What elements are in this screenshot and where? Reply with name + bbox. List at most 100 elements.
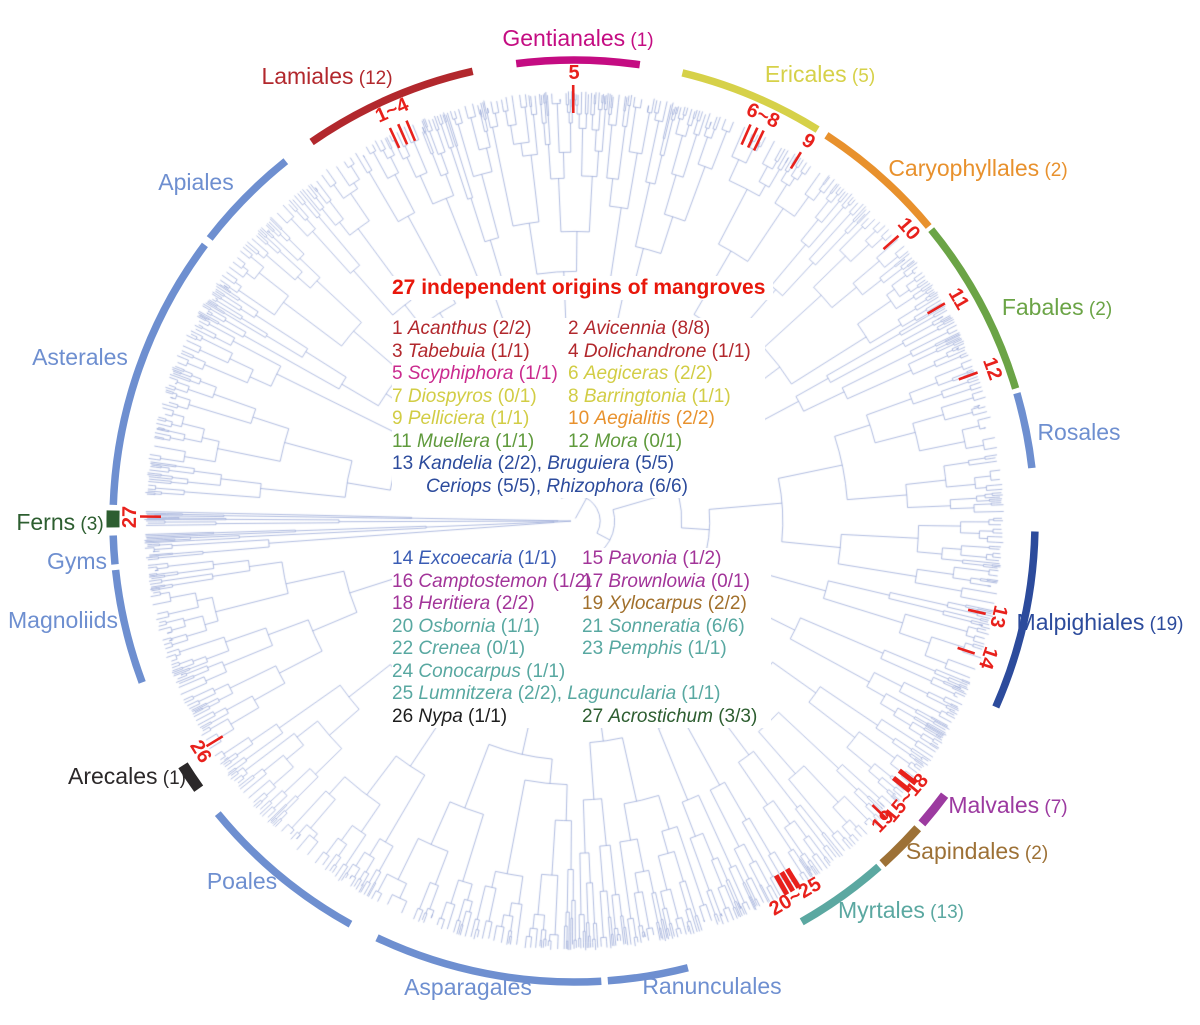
legend-item: 25 Lumnitzera (2/2), Laguncularia (1/1) xyxy=(392,683,721,704)
legend-item: 9 Pelliciera (1/1) xyxy=(392,408,530,429)
legend-row: 26 Nypa (1/1) 27 Acrostichum (3/3) xyxy=(392,706,757,729)
order-arc-sapindales xyxy=(879,825,922,867)
origin-tick-11 xyxy=(926,302,946,315)
legend-item: 22 Crenea (0/1) xyxy=(392,638,526,659)
order-label-ericales: Ericales (5) xyxy=(765,61,875,87)
origin-tick-1~4 xyxy=(388,127,401,149)
legend-row: 14 Excoecaria (1/1) 15 Pavonia (1/2) xyxy=(392,548,757,571)
order-arc-ranunculales xyxy=(607,964,689,985)
legend-row: 20 Osbornia (1/1) 21 Sonneratia (6/6) xyxy=(392,616,757,639)
legend-title: 27 independent origins of mangroves xyxy=(392,276,774,300)
origin-tick-1~4 xyxy=(397,123,409,145)
legend-row: 11 Muellera (1/1) 12 Mora (0/1) xyxy=(392,431,751,454)
origin-tick-label-14: 14 xyxy=(974,644,1002,673)
legend-item: 4 Dolichandrone (1/1) xyxy=(568,340,751,362)
order-arc-gentianales xyxy=(515,56,641,69)
order-arc-myrtales xyxy=(799,863,882,926)
order-arc-poales xyxy=(214,811,353,928)
origin-tick-20~25 xyxy=(773,874,790,896)
order-arc-lamiales xyxy=(309,67,474,146)
legend-block-2: 14 Excoecaria (1/1) 15 Pavonia (1/2) 16 Ca… xyxy=(392,548,772,729)
order-arc-gyms xyxy=(109,535,119,565)
legend-item: 13 Kandelia (2/2), Bruguiera (5/5) xyxy=(392,453,675,474)
order-label-gyms: Gyms xyxy=(47,548,107,574)
origin-tick-26 xyxy=(205,735,224,748)
legend-row: 24 Conocarpus (1/1) xyxy=(392,661,757,684)
order-arc-caryophyllales xyxy=(824,132,932,229)
legend-row: 5 Scyphiphora (1/1) 6 Aegiceras (2/2) xyxy=(392,363,751,386)
origin-tick-label-9: 9 xyxy=(798,129,819,154)
legend-item: 8 Barringtonia (1/1) xyxy=(568,385,731,407)
origin-tick-20~25 xyxy=(779,870,796,893)
legend-row: 9 Pelliciera (1/1) 10 Aegialitis (2/2) xyxy=(392,408,751,431)
legend-item: 19 Xylocarpus (2/2) xyxy=(582,593,747,614)
order-label-malpighiales: Malpighiales (19) xyxy=(1017,609,1184,635)
order-label-gentianales: Gentianales (1) xyxy=(502,25,653,51)
origin-tick-1~4 xyxy=(405,120,417,142)
order-label-myrtales: Myrtales (13) xyxy=(838,897,964,923)
legend-item: 23 Pemphis (1/1) xyxy=(582,638,727,659)
order-label-malvales: Malvales (7) xyxy=(948,792,1067,818)
order-arc-arecales xyxy=(178,762,204,792)
legend-item: 20 Osbornia (1/1) xyxy=(392,615,540,637)
order-label-asterales: Asterales xyxy=(32,344,128,370)
legend-item: 5 Scyphiphora (1/1) xyxy=(392,363,558,384)
order-label-ferns: Ferns (3) xyxy=(16,509,103,535)
order-label-magnoliids: Magnoliids xyxy=(8,607,118,633)
legend-item: 14 Excoecaria (1/1) xyxy=(392,548,557,569)
legend-row: 18 Heritiera (2/2) 19 Xylocarpus (2/2) xyxy=(392,593,757,616)
origin-tick-label-26: 26 xyxy=(185,736,215,766)
order-arc-asterales xyxy=(109,242,208,506)
order-arc-ericales xyxy=(681,69,820,133)
legend-row: Ceriops (5/5), Rhizophora (6/6) xyxy=(392,476,751,499)
origin-tick-label-27: 27 xyxy=(119,506,141,528)
legend-row: 7 Diospyros (0/1) 8 Barringtonia (1/1) xyxy=(392,386,751,409)
legend-item: 7 Diospyros (0/1) xyxy=(392,385,537,407)
order-arc-magnoliids xyxy=(111,569,146,684)
legend-item: Ceriops (5/5), Rhizophora (6/6) xyxy=(426,475,688,497)
origin-tick-12 xyxy=(958,371,979,381)
origin-tick-15~18 xyxy=(897,768,918,786)
legend-item: 2 Avicennia (8/8) xyxy=(568,318,711,339)
legend-row: 3 Tabebuia (1/1) 4 Dolichandrone (1/1) xyxy=(392,341,751,364)
legend-row: 13 Kandelia (2/2), Bruguiera (5/5) xyxy=(392,453,751,476)
legend-row: 1 Acanthus (2/2) 2 Avicennia (8/8) xyxy=(392,318,751,341)
order-label-ranunculales: Ranunculales xyxy=(642,973,781,999)
legend-item: 27 Acrostichum (3/3) xyxy=(582,705,758,727)
origin-tick-label-13: 13 xyxy=(985,603,1011,630)
order-arc-malpighiales xyxy=(992,531,1039,709)
legend-row: 16 Camptostemon (1/2)17 Brownlowia (0/1) xyxy=(392,571,757,594)
order-arc-fabales xyxy=(928,227,1020,390)
order-arc-rosales xyxy=(1013,392,1036,469)
legend-item: 21 Sonneratia (6/6) xyxy=(582,615,745,637)
origin-tick-6~8 xyxy=(746,127,759,149)
legend-item: 16 Camptostemon (1/2) xyxy=(392,570,592,592)
origin-tick-19 xyxy=(871,804,888,820)
origin-tick-20~25 xyxy=(785,867,801,889)
origin-tick-14 xyxy=(957,646,976,655)
order-label-fabales: Fabales (2) xyxy=(1002,294,1112,320)
order-label-asparagales: Asparagales xyxy=(404,974,532,1000)
order-label-poales: Poales xyxy=(207,868,277,894)
legend-row: 22 Crenea (0/1) 23 Pemphis (1/1) xyxy=(392,638,757,661)
legend-item: 26 Nypa (1/1) xyxy=(392,705,508,727)
origin-tick-13 xyxy=(967,608,986,616)
order-label-caryophyllales: Caryophyllales (2) xyxy=(888,155,1067,181)
order-label-sapindales: Sapindales (2) xyxy=(906,838,1048,864)
order-label-rosales: Rosales xyxy=(1037,419,1120,445)
origin-tick-label-5: 5 xyxy=(568,62,579,84)
order-label-apiales: Apiales xyxy=(158,169,233,195)
legend-item: 3 Tabebuia (1/1) xyxy=(392,340,530,362)
origin-tick-6~8 xyxy=(752,130,765,151)
origin-tick-15~18 xyxy=(891,775,912,794)
origin-tick-6~8 xyxy=(740,123,752,146)
origin-tick-10 xyxy=(882,234,900,251)
legend-item: 17 Brownlowia (0/1) xyxy=(582,570,750,592)
order-label-arecales: Arecales (1) xyxy=(68,763,186,789)
legend-item: 12 Mora (0/1) xyxy=(568,430,683,452)
order-arc-apiales xyxy=(206,158,289,241)
legend-block-1: 1 Acanthus (2/2) 2 Avicennia (8/8) 3 Tabeb… xyxy=(392,318,765,498)
